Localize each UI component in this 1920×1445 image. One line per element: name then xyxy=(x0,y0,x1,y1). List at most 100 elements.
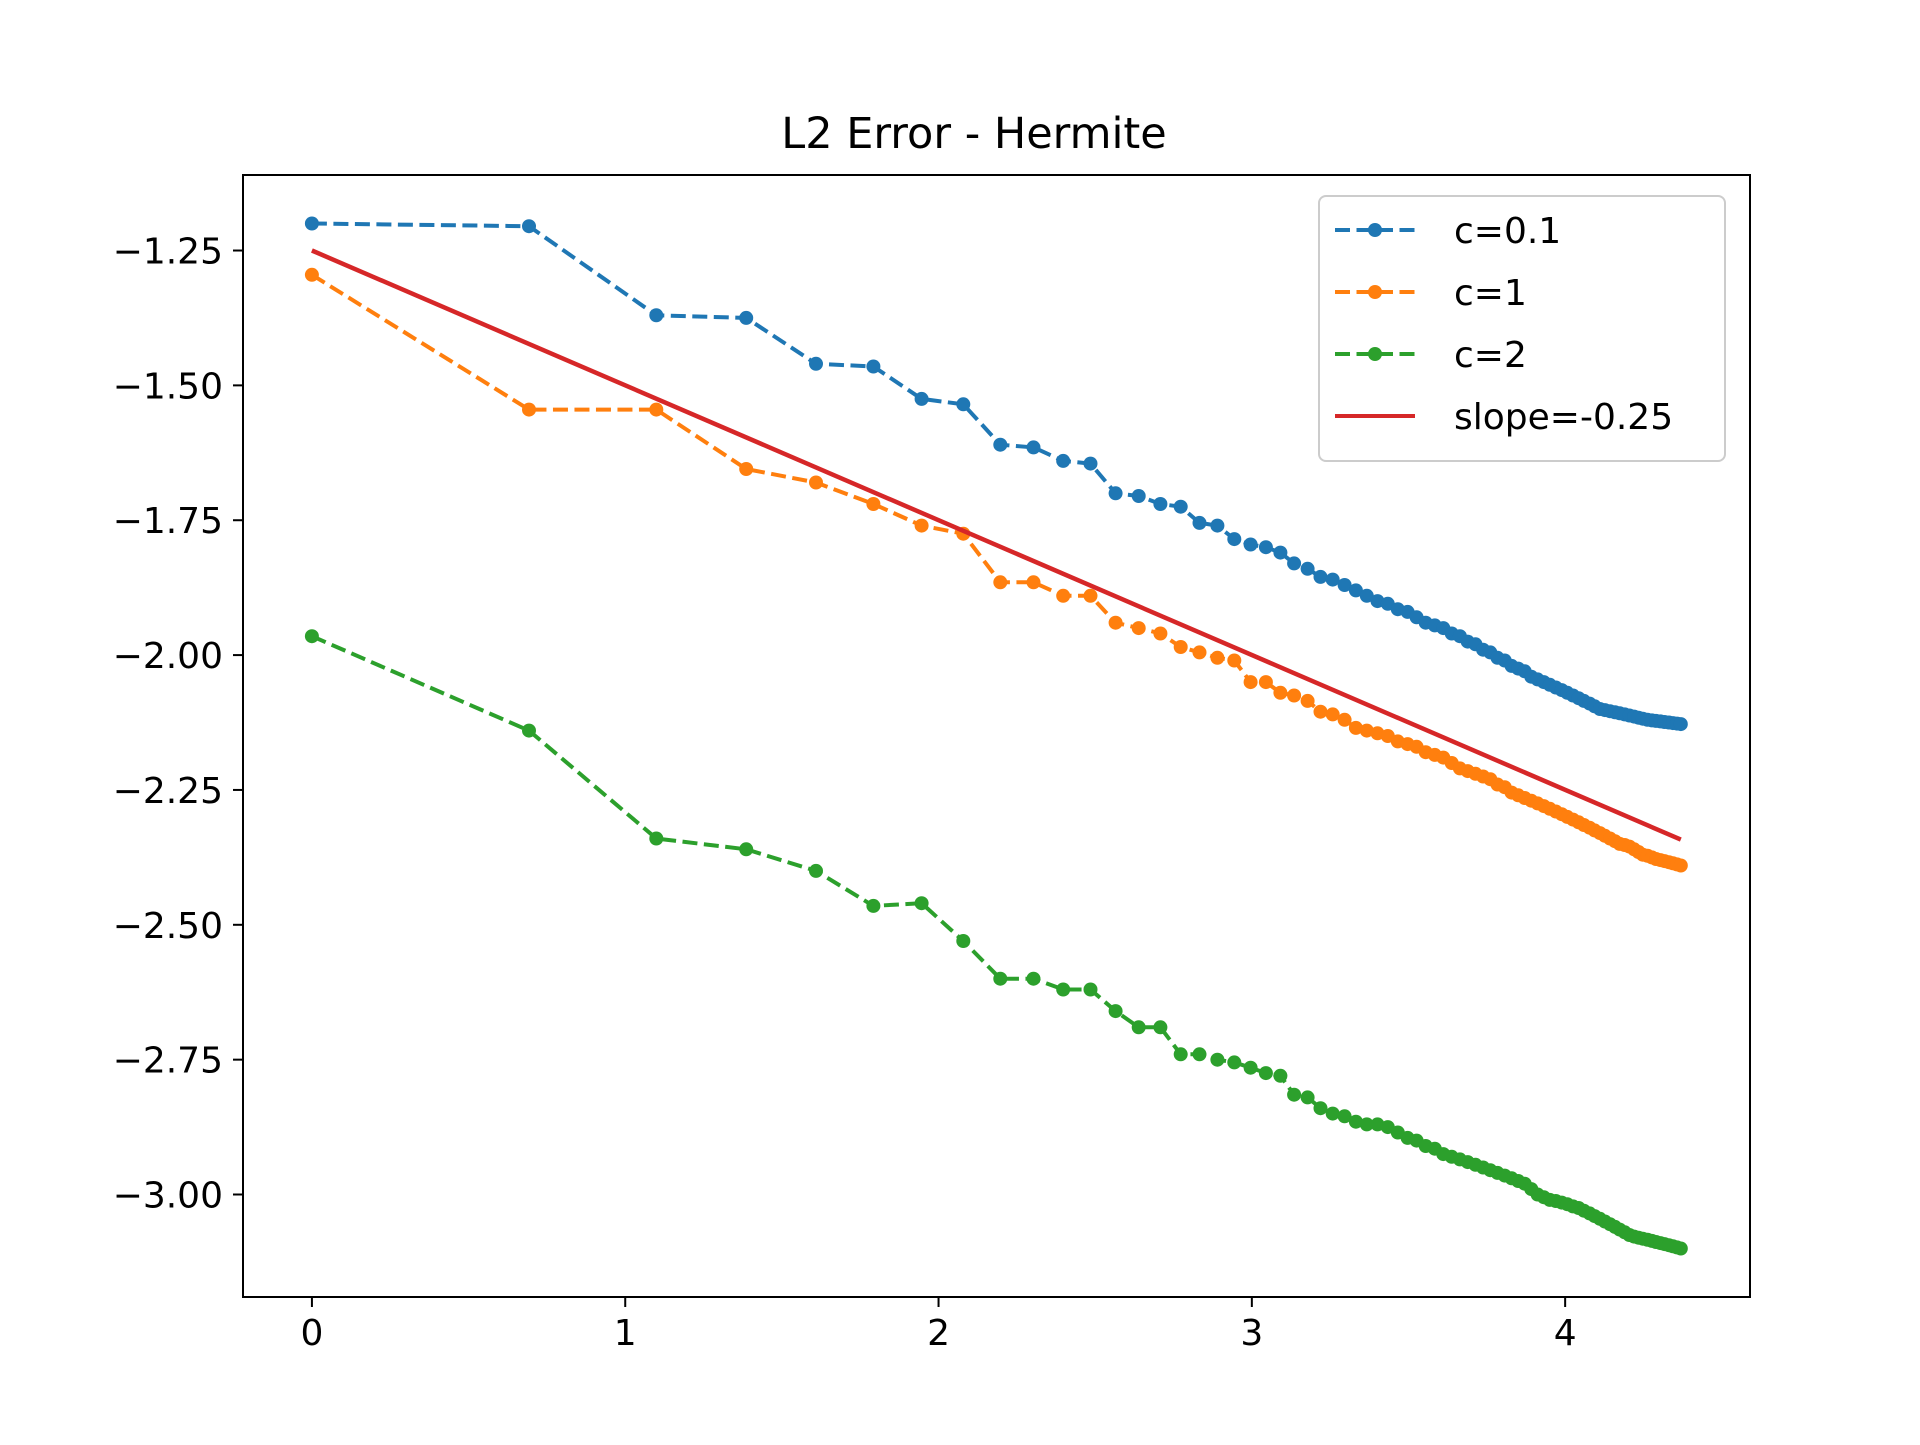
data-point xyxy=(914,896,929,911)
data-point xyxy=(993,971,1008,986)
y-tick-label: −2.25 xyxy=(113,771,223,812)
axes-frame xyxy=(242,174,1751,1298)
legend-label: slope=-0.25 xyxy=(1454,397,1673,438)
data-point xyxy=(304,267,319,282)
data-point xyxy=(1131,489,1146,503)
data-point xyxy=(1359,1117,1374,1132)
data-point xyxy=(1673,858,1688,873)
data-point xyxy=(1287,688,1302,703)
data-point xyxy=(1192,645,1207,660)
y-tick-label: −1.75 xyxy=(113,501,223,542)
data-point xyxy=(522,723,536,738)
data-point xyxy=(1359,723,1374,738)
data-point xyxy=(1153,497,1168,511)
data-point xyxy=(1083,982,1098,997)
data-point xyxy=(1243,1060,1258,1075)
axes: 0 1 2 3 4 −1.25 −1.50 −1.75 −2.00 −2.25 −2.50 −2.75… xyxy=(113,174,1751,1354)
series-line-3 xyxy=(311,248,1682,842)
data-point xyxy=(1300,1090,1315,1105)
data-point xyxy=(304,216,319,231)
data-point xyxy=(1359,588,1374,603)
data-point xyxy=(1026,971,1041,986)
data-point xyxy=(649,402,664,417)
data-point xyxy=(1348,1114,1363,1129)
data-point xyxy=(1313,704,1328,719)
x-tick-label: 0 xyxy=(300,1313,323,1354)
legend: c=0.1 c=1 c=2 slope=-0.25 xyxy=(1318,195,1726,462)
data-point xyxy=(1273,545,1288,560)
data-point xyxy=(809,863,823,878)
data-point xyxy=(809,475,823,490)
data-point xyxy=(1337,712,1352,727)
data-point xyxy=(304,629,319,644)
x-tick-label: 4 xyxy=(1554,1313,1577,1354)
data-point xyxy=(1108,1004,1123,1019)
legend-label: c=2 xyxy=(1454,335,1527,376)
data-point xyxy=(866,898,881,913)
data-point xyxy=(1192,1047,1207,1062)
data-point xyxy=(1300,693,1315,708)
data-point xyxy=(1258,675,1273,690)
data-point xyxy=(1273,1068,1288,1083)
data-point xyxy=(1287,1087,1302,1102)
data-point xyxy=(1026,440,1041,455)
data-point xyxy=(1227,532,1242,547)
data-point xyxy=(1348,720,1363,735)
data-point xyxy=(1258,540,1273,555)
data-point xyxy=(522,402,536,417)
data-point xyxy=(1153,1020,1168,1035)
data-point xyxy=(1313,569,1328,584)
data-point xyxy=(809,356,823,371)
data-point xyxy=(1227,653,1242,668)
data-point xyxy=(1673,1241,1688,1256)
legend-label: c=1 xyxy=(1454,273,1527,314)
data-point xyxy=(866,497,881,511)
data-point xyxy=(1173,1047,1188,1062)
legend-label: c=0.1 xyxy=(1454,211,1561,252)
data-point xyxy=(1083,588,1098,603)
data-point xyxy=(914,391,929,406)
data-point xyxy=(739,310,754,325)
y-tick-label: −3.00 xyxy=(113,1176,223,1217)
data-point xyxy=(1210,1052,1225,1067)
data-point xyxy=(993,575,1008,590)
x-tick-label: 3 xyxy=(1240,1313,1263,1354)
y-tick-label: −2.50 xyxy=(113,906,223,947)
data-point xyxy=(1325,707,1340,722)
x-tick-label: 1 xyxy=(614,1313,637,1354)
data-point xyxy=(956,397,971,412)
data-point xyxy=(993,437,1008,452)
legend-box xyxy=(1318,195,1726,462)
data-point xyxy=(1131,621,1146,636)
data-point xyxy=(739,462,754,476)
data-point xyxy=(1313,1101,1328,1116)
legend-swatch-marker xyxy=(1368,285,1382,299)
chart-title: L2 Error - Hermite xyxy=(781,109,1167,159)
data-point xyxy=(649,308,664,323)
data-point xyxy=(1131,1020,1146,1035)
data-point xyxy=(914,518,929,533)
data-point xyxy=(1243,537,1258,552)
legend-swatch-marker xyxy=(1368,347,1382,361)
y-tick-label: −2.75 xyxy=(113,1041,223,1082)
data-point xyxy=(1210,518,1225,533)
data-point xyxy=(1337,578,1352,592)
data-point xyxy=(1056,982,1071,997)
data-point xyxy=(1300,561,1315,576)
data-point xyxy=(1153,626,1168,641)
data-point xyxy=(1673,717,1688,732)
data-point xyxy=(1108,615,1123,630)
data-point xyxy=(1192,515,1207,530)
data-point xyxy=(1325,572,1340,587)
data-point xyxy=(1348,583,1363,598)
data-point xyxy=(1173,640,1188,654)
data-point xyxy=(1056,453,1071,468)
y-tick-label: −1.50 xyxy=(113,366,223,407)
data-point xyxy=(1227,1055,1242,1070)
data-point xyxy=(649,831,664,846)
data-point xyxy=(1325,1106,1340,1121)
data-point xyxy=(522,219,536,234)
series-line-2 xyxy=(311,634,1682,1251)
data-point xyxy=(1273,685,1288,700)
